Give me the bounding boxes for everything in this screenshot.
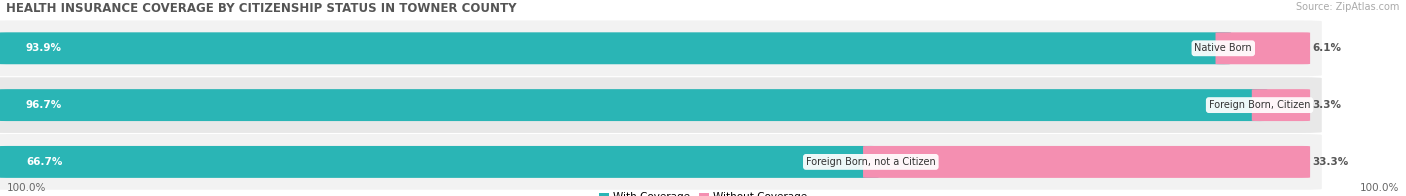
- Text: 93.9%: 93.9%: [25, 43, 62, 53]
- FancyBboxPatch shape: [0, 146, 879, 178]
- FancyBboxPatch shape: [1251, 89, 1310, 121]
- Text: Foreign Born, Citizen: Foreign Born, Citizen: [1209, 100, 1310, 110]
- FancyBboxPatch shape: [0, 134, 1322, 190]
- Text: Foreign Born, not a Citizen: Foreign Born, not a Citizen: [806, 157, 935, 167]
- Legend: With Coverage, Without Coverage: With Coverage, Without Coverage: [595, 188, 811, 196]
- Text: Native Born: Native Born: [1195, 43, 1253, 53]
- FancyBboxPatch shape: [863, 146, 1310, 178]
- Text: 66.7%: 66.7%: [25, 157, 62, 167]
- FancyBboxPatch shape: [0, 32, 1232, 64]
- FancyBboxPatch shape: [0, 20, 1322, 76]
- FancyBboxPatch shape: [1216, 32, 1310, 64]
- Text: Source: ZipAtlas.com: Source: ZipAtlas.com: [1296, 2, 1399, 12]
- Text: 100.0%: 100.0%: [1360, 183, 1399, 193]
- Text: 96.7%: 96.7%: [25, 100, 62, 110]
- FancyBboxPatch shape: [0, 77, 1322, 133]
- Text: 6.1%: 6.1%: [1313, 43, 1341, 53]
- Text: 33.3%: 33.3%: [1313, 157, 1348, 167]
- FancyBboxPatch shape: [0, 89, 1267, 121]
- Text: 3.3%: 3.3%: [1313, 100, 1341, 110]
- Text: 100.0%: 100.0%: [7, 183, 46, 193]
- Text: HEALTH INSURANCE COVERAGE BY CITIZENSHIP STATUS IN TOWNER COUNTY: HEALTH INSURANCE COVERAGE BY CITIZENSHIP…: [7, 2, 517, 15]
